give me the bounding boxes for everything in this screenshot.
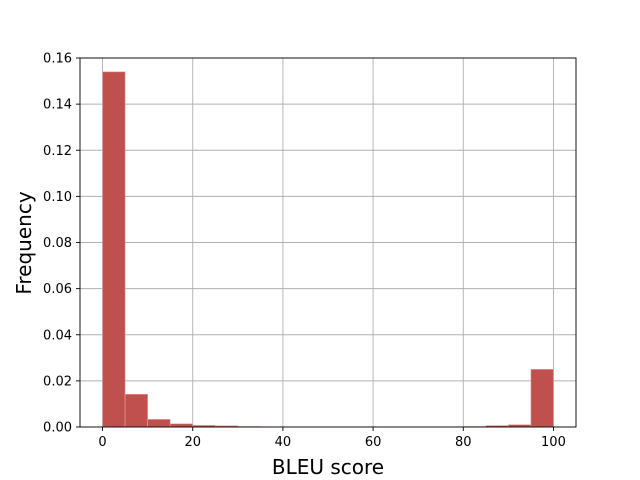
y-axis-ticks: 0.00 0.02 0.04 0.06 0.08 0.10 0.12 0.14 0.16 xyxy=(43,52,80,436)
y-tick-label: 0.00 xyxy=(43,421,72,436)
x-tick-label: 0 xyxy=(98,435,106,450)
y-tick-label: 0.08 xyxy=(43,236,72,251)
histogram-bars xyxy=(102,71,554,428)
x-axis-title: BLEU score xyxy=(272,455,384,479)
x-tick-label: 100 xyxy=(541,435,566,450)
x-tick-label: 80 xyxy=(455,435,472,450)
histogram-bar xyxy=(102,71,126,428)
histogram-bar xyxy=(169,423,194,428)
y-tick-label: 0.02 xyxy=(43,374,72,389)
x-tick-label: 60 xyxy=(365,435,382,450)
y-axis-title: Frequency xyxy=(12,191,36,294)
histogram-bar xyxy=(147,419,171,428)
x-tick-label: 40 xyxy=(275,435,292,450)
histogram-bar xyxy=(124,393,148,428)
y-tick-label: 0.16 xyxy=(43,52,72,67)
y-tick-label: 0.10 xyxy=(43,190,72,205)
x-axis-ticks: 0 20 40 60 80 100 xyxy=(98,427,566,450)
y-tick-label: 0.04 xyxy=(43,328,72,343)
y-tick-label: 0.12 xyxy=(43,144,72,159)
y-tick-label: 0.14 xyxy=(43,98,72,113)
y-tick-label: 0.06 xyxy=(43,282,72,297)
histogram-bar xyxy=(530,369,554,428)
x-tick-label: 20 xyxy=(184,435,201,450)
grid-lines xyxy=(80,57,576,428)
